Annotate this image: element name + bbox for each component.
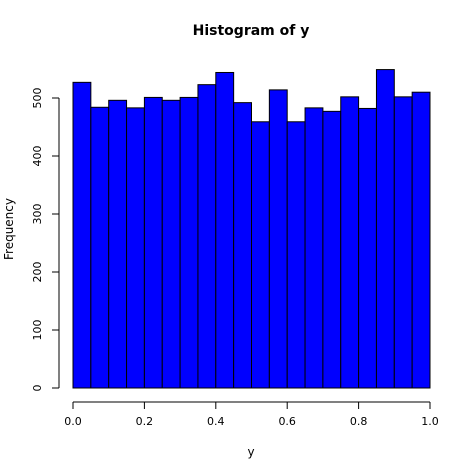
- y-axis: 0 100 200 300 400 500: [31, 88, 60, 392]
- histogram-bar: [108, 99, 128, 389]
- y-axis-label: Frequency: [2, 198, 16, 260]
- histogram-bar: [143, 96, 163, 389]
- histogram-bar: [90, 106, 110, 389]
- bars-group: [72, 69, 431, 389]
- y-tick-label: 300: [31, 204, 44, 225]
- x-tick-label: 1.0: [421, 415, 439, 428]
- histogram-bar: [340, 96, 360, 389]
- histogram-bar: [393, 96, 413, 389]
- histogram-bar: [322, 110, 342, 389]
- x-tick-label: 0.0: [64, 415, 82, 428]
- x-tick-label: 0.4: [207, 415, 225, 428]
- x-tick-label: 0.2: [136, 415, 154, 428]
- histogram-bar: [375, 69, 395, 389]
- y-tick-label: 100: [31, 320, 44, 341]
- x-axis-label: y: [247, 445, 254, 459]
- histogram-bar: [411, 91, 431, 389]
- y-tick-label: 0: [31, 385, 44, 392]
- x-tick-label: 0.8: [350, 415, 368, 428]
- histogram-bar: [268, 89, 288, 389]
- histogram-bar: [358, 107, 377, 389]
- histogram-bar: [286, 121, 306, 389]
- chart-title: Histogram of y: [193, 23, 310, 39]
- histogram-bar: [179, 96, 199, 389]
- x-tick-label: 0.6: [278, 415, 296, 428]
- histogram-bar: [161, 99, 181, 389]
- histogram-bar: [233, 102, 252, 389]
- histogram-bar: [251, 121, 270, 389]
- y-tick-label: 400: [31, 146, 44, 167]
- histogram-bar: [197, 84, 217, 389]
- histogram-bar: [215, 71, 235, 389]
- y-tick-label: 200: [31, 262, 44, 283]
- histogram-bar: [304, 107, 324, 389]
- histogram-bar: [72, 81, 92, 389]
- histogram-bar: [126, 107, 145, 389]
- x-axis: 0.0 0.2 0.4 0.6 0.8 1.0: [64, 401, 439, 428]
- y-tick-label: 500: [31, 88, 44, 109]
